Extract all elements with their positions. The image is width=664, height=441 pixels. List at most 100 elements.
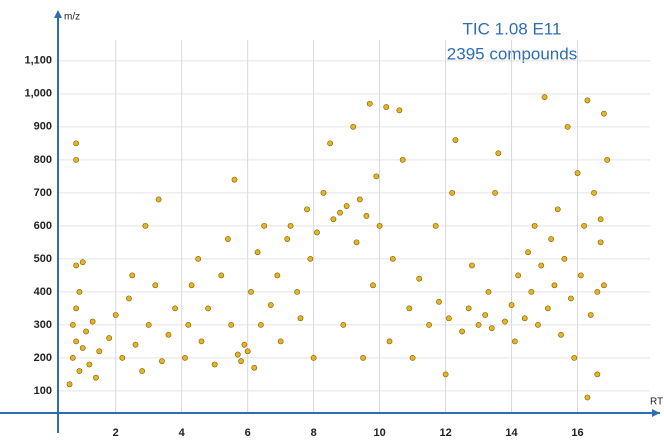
point — [145, 321, 152, 328]
point — [304, 206, 310, 213]
y-tick-label: 1,100 — [24, 55, 52, 67]
point — [389, 255, 396, 262]
point — [426, 321, 432, 328]
x-tick-label: 10 — [373, 427, 385, 439]
point — [482, 312, 489, 318]
point — [350, 123, 357, 130]
point — [432, 222, 439, 229]
point — [554, 206, 561, 213]
point — [152, 282, 159, 289]
point — [492, 189, 498, 196]
x-tick-label: 12 — [439, 427, 451, 439]
point — [155, 196, 162, 203]
point — [69, 354, 76, 361]
point — [188, 282, 195, 289]
point — [597, 239, 604, 246]
point — [353, 239, 360, 246]
y-tick-label: 200 — [34, 352, 52, 364]
point — [601, 110, 607, 117]
point — [267, 302, 274, 308]
point — [558, 331, 564, 338]
point — [564, 123, 571, 130]
point — [544, 305, 551, 312]
y-tick-label: 800 — [34, 154, 52, 166]
x-tick-label: 4 — [179, 427, 186, 439]
point — [366, 100, 373, 107]
point — [89, 318, 96, 325]
point — [327, 140, 334, 147]
point — [337, 209, 343, 216]
point — [294, 288, 301, 295]
point — [182, 354, 188, 361]
point — [234, 351, 241, 358]
point — [445, 315, 452, 322]
point — [238, 358, 244, 365]
x-tick-label: 16 — [571, 427, 583, 439]
point — [314, 229, 320, 236]
point — [73, 305, 80, 312]
point — [363, 213, 370, 219]
point — [601, 282, 607, 289]
point — [142, 222, 149, 229]
point — [548, 236, 555, 242]
point — [66, 381, 73, 388]
point — [383, 104, 390, 110]
point — [568, 295, 574, 302]
point — [416, 275, 423, 282]
point — [310, 354, 317, 361]
point — [581, 222, 588, 229]
axis-arrow — [54, 10, 62, 18]
point — [248, 288, 254, 295]
point — [251, 364, 258, 371]
x-tick-label: 14 — [505, 427, 518, 439]
point — [356, 196, 363, 203]
point — [343, 203, 350, 209]
y-tick-label: 700 — [34, 187, 52, 199]
point — [577, 272, 584, 279]
point — [515, 272, 522, 279]
y-tick-label: 100 — [34, 385, 52, 397]
point — [528, 288, 535, 295]
point — [231, 176, 238, 183]
point — [79, 345, 86, 351]
point — [597, 216, 604, 223]
point — [129, 272, 136, 279]
point — [211, 361, 218, 368]
point — [73, 140, 80, 147]
y-tick-label: 600 — [34, 220, 52, 232]
point — [449, 189, 456, 196]
point — [224, 236, 231, 242]
y-tick-label: 900 — [34, 121, 52, 133]
point — [591, 189, 597, 196]
point — [93, 374, 99, 381]
point — [277, 338, 284, 345]
point — [287, 222, 294, 229]
point — [409, 354, 416, 361]
point — [584, 394, 591, 401]
point — [76, 288, 83, 295]
point — [465, 305, 472, 312]
point — [541, 94, 548, 101]
x-tick-label: 6 — [245, 427, 251, 439]
point — [488, 325, 495, 332]
point — [360, 354, 367, 361]
point — [244, 348, 251, 355]
point — [218, 272, 225, 279]
annotation: TIC 1.08 E11 — [463, 19, 562, 38]
point — [442, 371, 449, 378]
x-axis-label: RT — [650, 397, 663, 408]
point — [469, 262, 475, 269]
point — [551, 282, 558, 289]
point — [459, 328, 465, 335]
point — [340, 321, 347, 328]
point — [373, 173, 380, 180]
point — [205, 305, 211, 312]
point — [475, 321, 482, 328]
point — [83, 328, 89, 335]
point — [399, 156, 406, 163]
point — [502, 318, 508, 325]
point — [604, 156, 611, 163]
point — [257, 321, 264, 328]
point — [139, 368, 146, 374]
